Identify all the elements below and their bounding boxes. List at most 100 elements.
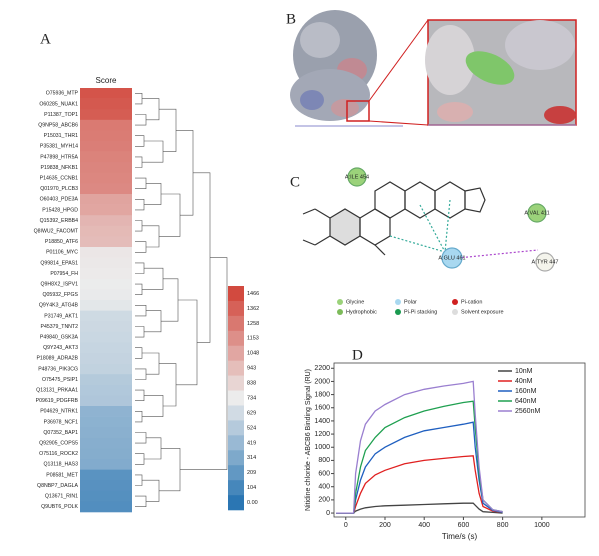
colorbar-label: 1048 (247, 351, 259, 357)
row-label: P48736_PIK3CG (38, 366, 78, 372)
y-tick-label: 1000 (314, 444, 330, 451)
row-label: O75475_PSIP1 (42, 377, 78, 383)
row-label: Q13671_RIN1 (45, 493, 78, 499)
dendrogram-link (161, 278, 179, 322)
row-label: P49840_GSK3A (40, 334, 79, 340)
row-label: P19838_NFKB1 (41, 165, 79, 171)
row-label: P18850_ATF6 (45, 239, 78, 245)
heatmap-cell (80, 172, 132, 184)
residue-label: A:GLU 461 (438, 255, 465, 261)
colorbar-label: 314 (247, 455, 256, 461)
heatmap-cell (80, 236, 132, 248)
residue-label: A:ILE 454 (345, 174, 369, 180)
row-label: Q9UBT6_POLK (41, 504, 78, 510)
legend-label: 10nM (515, 368, 533, 375)
y-tick-label: 1400 (314, 418, 330, 425)
dendrogram-link (144, 183, 162, 205)
dendrogram-link (142, 98, 160, 121)
heatmap-cell (80, 469, 132, 481)
dendrogram-link (144, 437, 162, 460)
row-label: P07954_FH (50, 271, 78, 277)
dendrogram-link (159, 448, 181, 492)
colorbar-swatch (228, 420, 244, 436)
heatmap-cell (80, 395, 132, 407)
dendrogram-link (135, 135, 145, 147)
row-label: P01106_MYC (46, 250, 78, 256)
dendrogram-link (135, 156, 143, 168)
heatmap-cell (80, 88, 132, 99)
heatmap-cell (80, 278, 132, 290)
colorbar-swatch (228, 375, 244, 391)
y-tick-label: 400 (318, 484, 330, 491)
row-label: P18089_ADRA2B (36, 356, 78, 362)
colorbar-swatch (228, 286, 244, 302)
row-label: Q13118_HAS3 (43, 462, 78, 468)
colorbar-swatch (228, 300, 244, 317)
dendrogram-link (135, 368, 147, 380)
heatmap-cell (80, 225, 132, 237)
heatmap-cell (80, 215, 132, 227)
panel-label: D (352, 347, 363, 363)
heatmap-cell (80, 480, 132, 492)
protein-surface (290, 10, 577, 127)
heatmap-cell (80, 331, 132, 343)
dendrogram-link (142, 225, 160, 248)
heatmap-cell (80, 501, 132, 513)
heatmap-title: Score (96, 76, 117, 85)
row-label: P04629_NTRK1 (40, 409, 78, 415)
dendrogram-link (135, 283, 143, 295)
dendrogram-link (135, 199, 145, 211)
colorbar-label: 1258 (247, 321, 259, 327)
row-label: O60403_PDE3A (40, 197, 79, 203)
dendrogram-link (135, 114, 147, 126)
dendrogram-link (176, 130, 194, 216)
y-tick-label: 1600 (314, 405, 330, 412)
row-label: Q07352_BAP1 (43, 430, 78, 436)
colorbar-swatch (228, 390, 244, 406)
row-label: Q8NBP7_DAGLA (37, 483, 78, 489)
panel-label: C (290, 174, 300, 190)
heatmap-cell (80, 406, 132, 417)
heatmap-cell (80, 384, 132, 396)
y-tick-label: 200 (318, 497, 330, 504)
heatmap-cell (80, 162, 132, 174)
dendrogram-link (144, 310, 162, 333)
heatmap-cell (80, 151, 132, 163)
heatmap-cell (80, 109, 132, 121)
colorbar-label: 1466 (247, 291, 259, 297)
dendrogram-link (142, 395, 164, 417)
dendrogram-link (135, 411, 143, 423)
legend-label: 640nM (515, 398, 537, 405)
colorbar-swatch (228, 450, 244, 466)
dendrogram-link (135, 432, 147, 444)
legend-label: 160nM (515, 388, 537, 395)
heatmap-cell (80, 427, 132, 439)
dendrogram-link (135, 220, 143, 232)
y-axis-label: Nitidine chloride - ABCB6 Binding Signal… (305, 369, 312, 511)
legend-label: 40nM (515, 378, 533, 385)
x-tick-label: 600 (458, 522, 470, 529)
y-tick-label: 800 (318, 457, 330, 464)
colorbar-label: 734 (247, 395, 256, 401)
heatmap-cell (80, 183, 132, 195)
dendrogram-link (142, 267, 164, 290)
row-label: Q8IWU2_FACOMT (34, 228, 79, 234)
colorbar-swatch (228, 315, 244, 332)
y-tick-label: 2200 (314, 365, 330, 372)
colorbar-swatch (228, 405, 244, 421)
x-tick-label: 400 (418, 522, 430, 529)
row-label: Q92905_COPS5 (39, 440, 78, 446)
colorbar-label: 1153 (247, 336, 259, 342)
heatmap-cell (80, 268, 132, 280)
colorbar-swatch (228, 465, 244, 481)
row-label: P31749_AKT1 (44, 313, 78, 319)
heatmap-cell (80, 363, 132, 375)
x-tick-label: 1000 (534, 522, 550, 529)
colorbar-swatch (228, 360, 244, 376)
row-label: P08581_MET (46, 472, 79, 478)
colorbar-label: 104 (247, 485, 256, 491)
x-axis-label: Time/s (s) (442, 532, 478, 541)
colorbar-swatch (228, 495, 244, 511)
dendrogram-link (142, 479, 160, 502)
